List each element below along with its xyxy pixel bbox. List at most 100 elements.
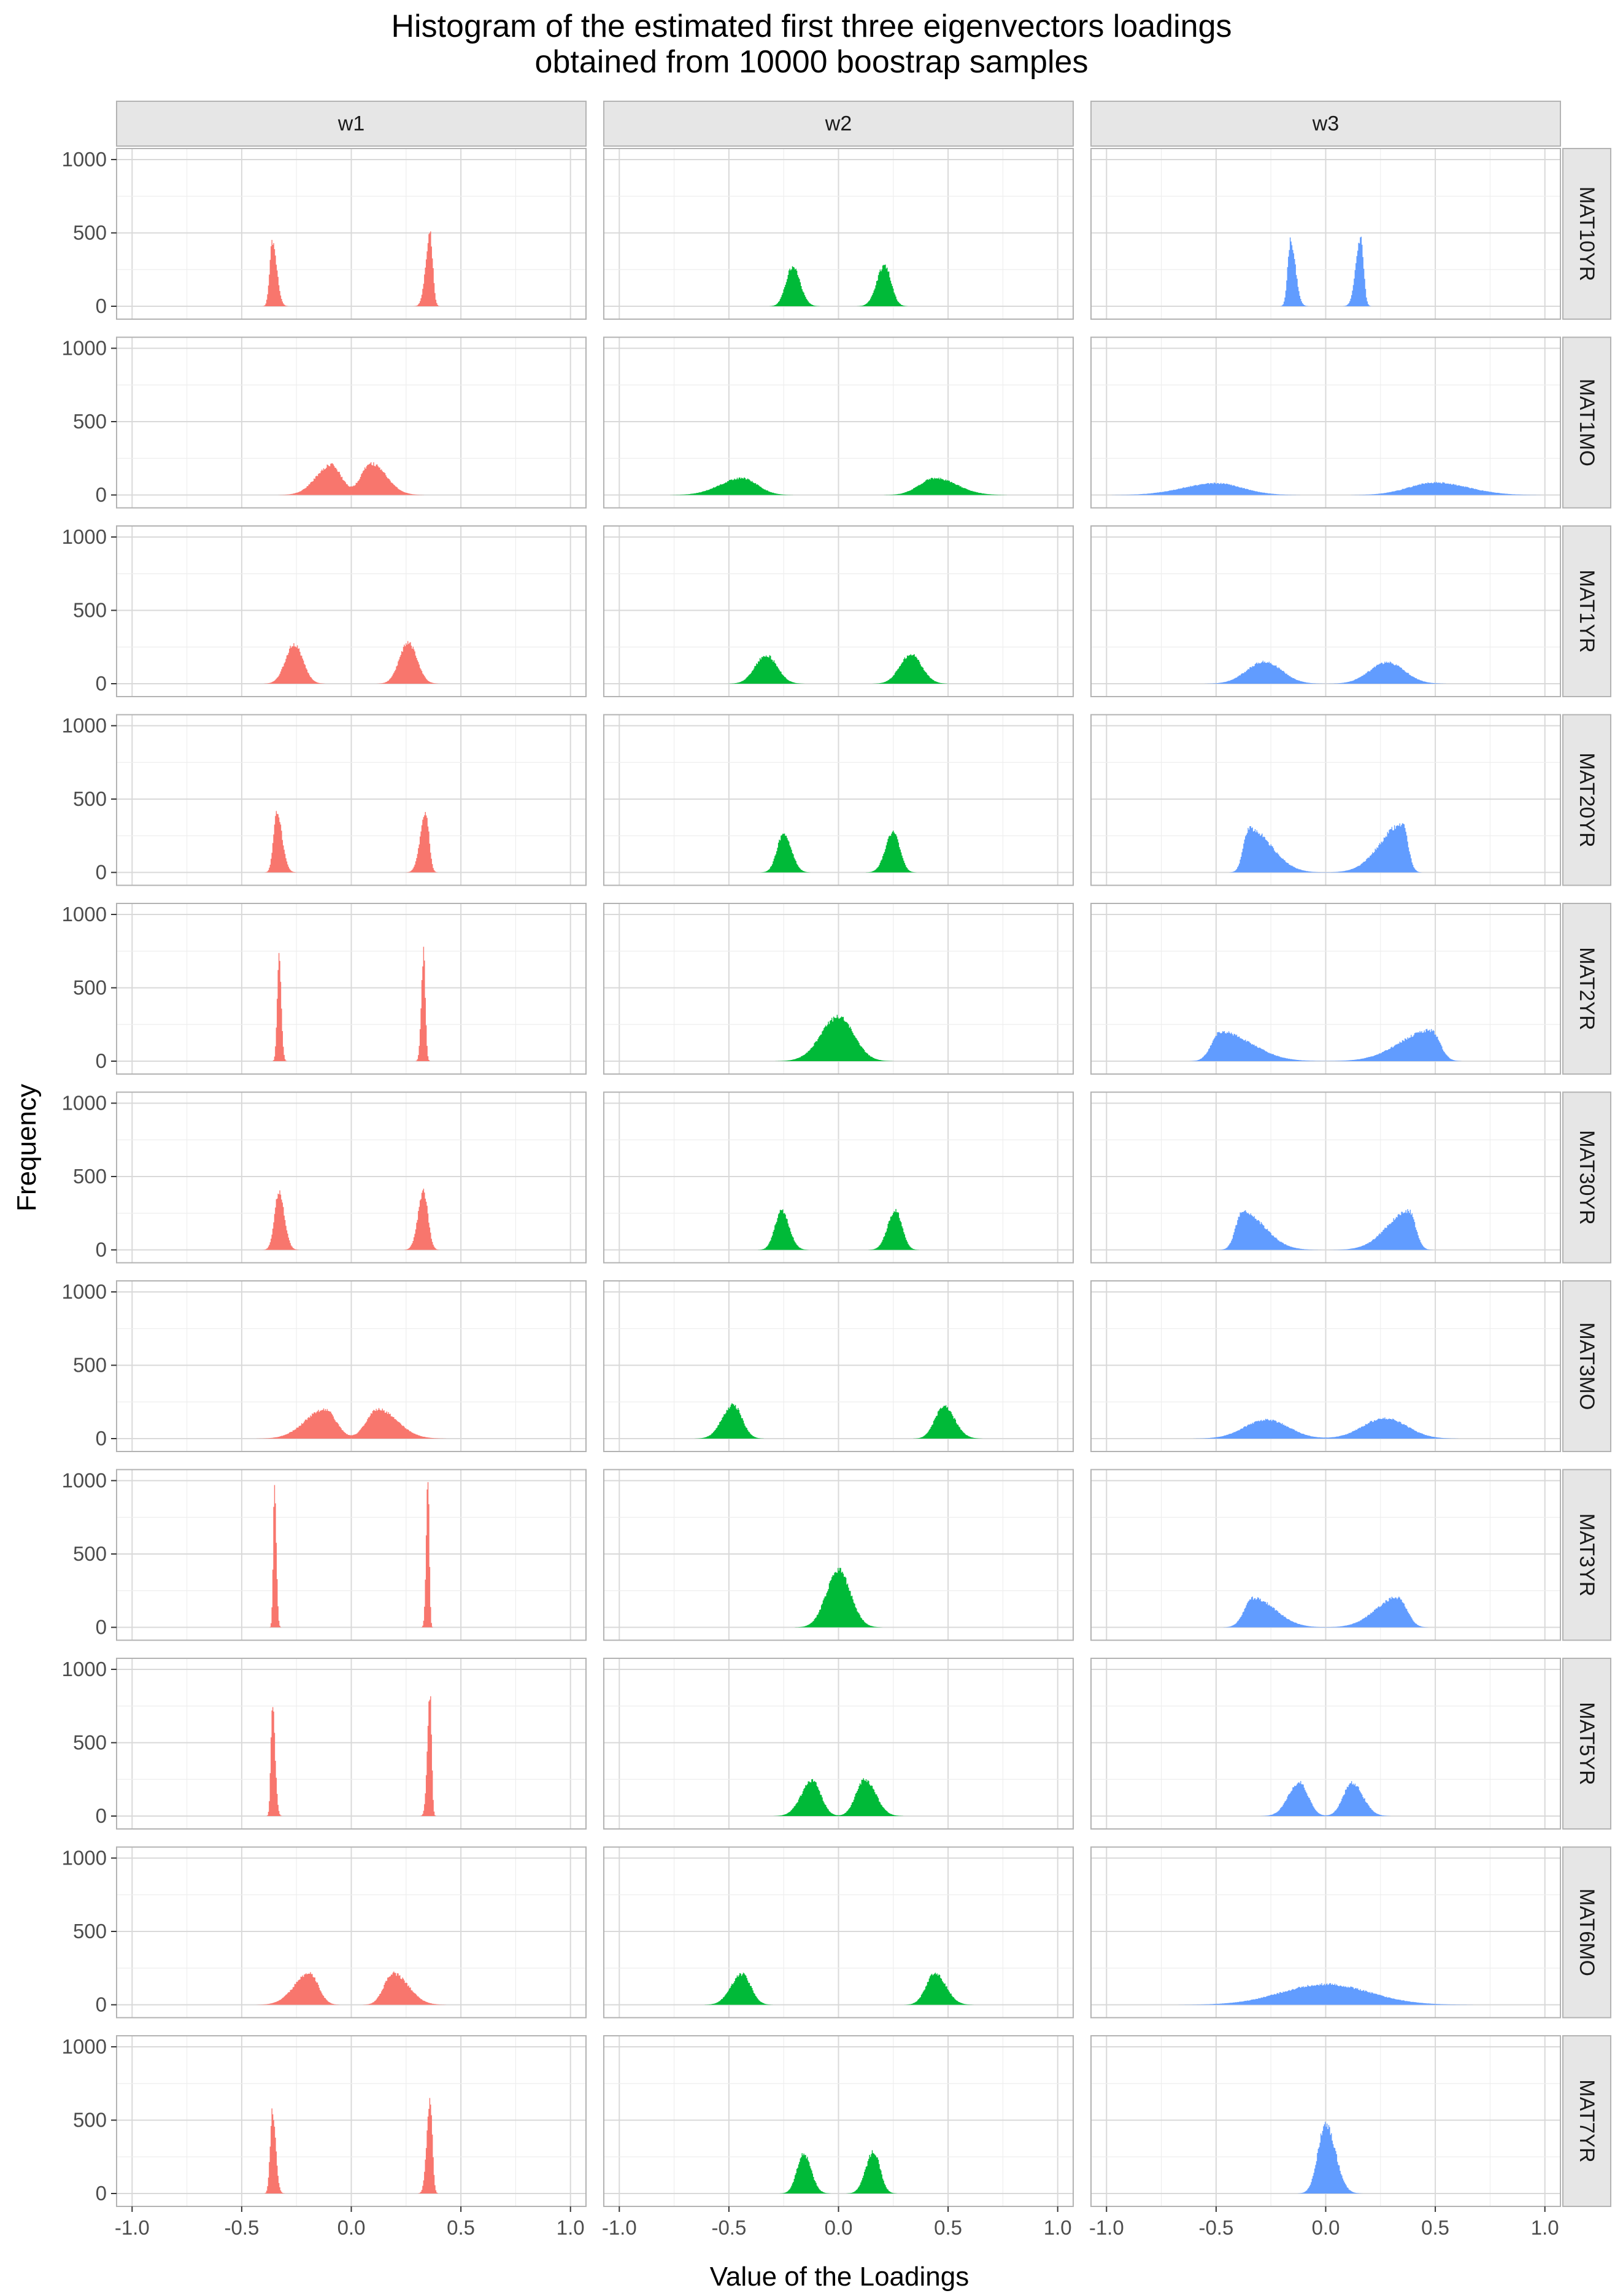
histogram-bars-MAT20YR-w3 <box>1229 823 1422 873</box>
y-tick-label: 0 <box>96 1239 107 1261</box>
row-strip-label: MAT6MO <box>1575 1888 1598 1976</box>
panel-MAT2YR-w3 <box>1090 903 1561 1075</box>
panel-border <box>1090 1091 1561 1264</box>
panel-border <box>116 1846 587 2019</box>
y-tick-label: 0 <box>96 1427 107 1450</box>
panel-MAT7YR-w3 <box>1090 2035 1561 2207</box>
y-tick-label: 500 <box>73 1542 107 1565</box>
row-strip-MAT1MO: MAT1MO <box>1562 336 1611 509</box>
panel-border <box>603 903 1074 1075</box>
row-strip-background <box>1562 525 1611 697</box>
histogram-bars-MAT3YR-w2 <box>795 1567 882 1628</box>
panel-MAT6MO-w3 <box>1090 1846 1561 2019</box>
y-tick-label: 0 <box>96 1993 107 2016</box>
x-axis-title: Value of the Loadings <box>710 2262 969 2292</box>
panel-border <box>603 714 1074 886</box>
y-tick-label: 1000 <box>62 1280 107 1303</box>
panel-MAT3MO-w1 <box>116 1280 587 1452</box>
panel-MAT3MO-w3 <box>1090 1280 1561 1452</box>
y-tick-label: 1000 <box>62 1846 107 1869</box>
y-tick-label: 500 <box>73 787 107 810</box>
panel-border <box>603 148 1074 320</box>
x-tick-label: 0.5 <box>934 2216 962 2239</box>
column-strip-w1: w1 <box>116 101 587 147</box>
panel-border <box>603 525 1074 697</box>
panel-MAT30YR-w2 <box>603 1091 1074 1264</box>
row-strip-label: MAT5YR <box>1575 1702 1598 1785</box>
histogram-bars-MAT1YR-w1 <box>263 641 440 684</box>
panel-MAT2YR-w2 <box>603 903 1074 1075</box>
row-strip-label: MAT3MO <box>1575 1323 1598 1410</box>
histogram-bars-MAT7YR-w2 <box>779 2150 898 2194</box>
y-axis-title: Frequency <box>12 1084 42 1212</box>
x-tick-label: 1.0 <box>1044 2216 1072 2239</box>
x-tick-label: -1.0 <box>602 2216 637 2239</box>
panel-border <box>1090 525 1561 697</box>
chart-title-line-1: Histogram of the estimated first three e… <box>391 9 1232 44</box>
x-tick-label: 0.0 <box>1312 2216 1340 2239</box>
row-strip-MAT6MO: MAT6MO <box>1562 1846 1611 2019</box>
histogram-bars-MAT2YR-w3 <box>1190 1029 1462 1061</box>
panel-border <box>116 148 587 320</box>
row-strip-background <box>1562 1658 1611 1830</box>
x-tick-label: -1.0 <box>115 2216 150 2239</box>
panel-MAT1MO-w3 <box>1090 336 1561 509</box>
column-strip-background <box>603 101 1074 147</box>
row-strip-MAT20YR: MAT20YR <box>1562 714 1611 886</box>
histogram-bars-MAT20YR-w1 <box>264 811 438 873</box>
panel-border <box>603 1280 1074 1452</box>
histogram-bars-MAT1MO-w1 <box>278 462 425 495</box>
panel-MAT30YR-w3 <box>1090 1091 1561 1264</box>
row-strip-label: MAT3YR <box>1575 1513 1598 1596</box>
row-strip-label: MAT7YR <box>1575 2079 1598 2162</box>
panel-MAT20YR-w1 <box>116 714 587 886</box>
y-tick-label: 500 <box>73 410 107 433</box>
histogram-bars-MAT6MO-w1 <box>256 1971 446 2005</box>
column-strip-label: w1 <box>337 112 364 136</box>
x-tick-label: 0.5 <box>447 2216 475 2239</box>
panel-border <box>116 525 587 697</box>
histogram-bars-MAT1YR-w3 <box>1205 660 1446 684</box>
column-strip-w3: w3 <box>1090 101 1561 147</box>
histogram-bars-MAT10YR-w2 <box>769 265 908 306</box>
y-tick-label: 1000 <box>62 148 107 171</box>
chart-title-line-2: obtained from 10000 boostrap samples <box>534 44 1089 80</box>
chart-title: Histogram of the estimated first three e… <box>0 9 1623 80</box>
y-tick-label: 1000 <box>62 1658 107 1680</box>
histogram-bars-MAT1YR-w2 <box>728 654 949 684</box>
x-tick-label: 1.0 <box>557 2216 585 2239</box>
y-tick-label: 0 <box>96 1804 107 1827</box>
y-tick-label: 500 <box>73 2108 107 2131</box>
panel-MAT5YR-w1 <box>116 1658 587 1830</box>
y-tick-label: 0 <box>96 2182 107 2205</box>
panel-MAT1YR-w3 <box>1090 525 1561 697</box>
panel-MAT20YR-w2 <box>603 714 1074 886</box>
column-strip-label: w2 <box>825 112 852 136</box>
histogram-bars-MAT2YR-w2 <box>775 1015 894 1061</box>
panel-MAT3YR-w3 <box>1090 1469 1561 1641</box>
x-tick-label: -0.5 <box>1198 2216 1233 2239</box>
row-strip-MAT1YR: MAT1YR <box>1562 525 1611 697</box>
histogram-bars-MAT3MO-w2 <box>695 1403 982 1439</box>
panel-border <box>116 1280 587 1452</box>
column-strip-background <box>1090 101 1561 147</box>
panel-MAT1YR-w1 <box>116 525 587 697</box>
panel-border <box>603 336 1074 509</box>
panel-border <box>116 1091 587 1264</box>
y-tick-label: 1000 <box>62 714 107 736</box>
column-strip-label: w3 <box>1312 112 1339 136</box>
panel-MAT20YR-w3 <box>1090 714 1561 886</box>
histogram-bars-MAT1MO-w2 <box>670 477 1007 495</box>
panel-border <box>603 1469 1074 1641</box>
row-strip-label: MAT1YR <box>1575 570 1598 652</box>
column-strip-background <box>116 101 587 147</box>
histogram-bars-MAT6MO-w2 <box>704 1973 974 2005</box>
panel-MAT2YR-w1 <box>116 903 587 1075</box>
panel-MAT5YR-w2 <box>603 1658 1074 1830</box>
row-strip-background <box>1562 2035 1611 2207</box>
histogram-bars-MAT1MO-w3 <box>1111 482 1541 495</box>
panel-border <box>1090 1658 1561 1830</box>
panel-border <box>1090 148 1561 320</box>
row-strip-background <box>1562 148 1611 320</box>
